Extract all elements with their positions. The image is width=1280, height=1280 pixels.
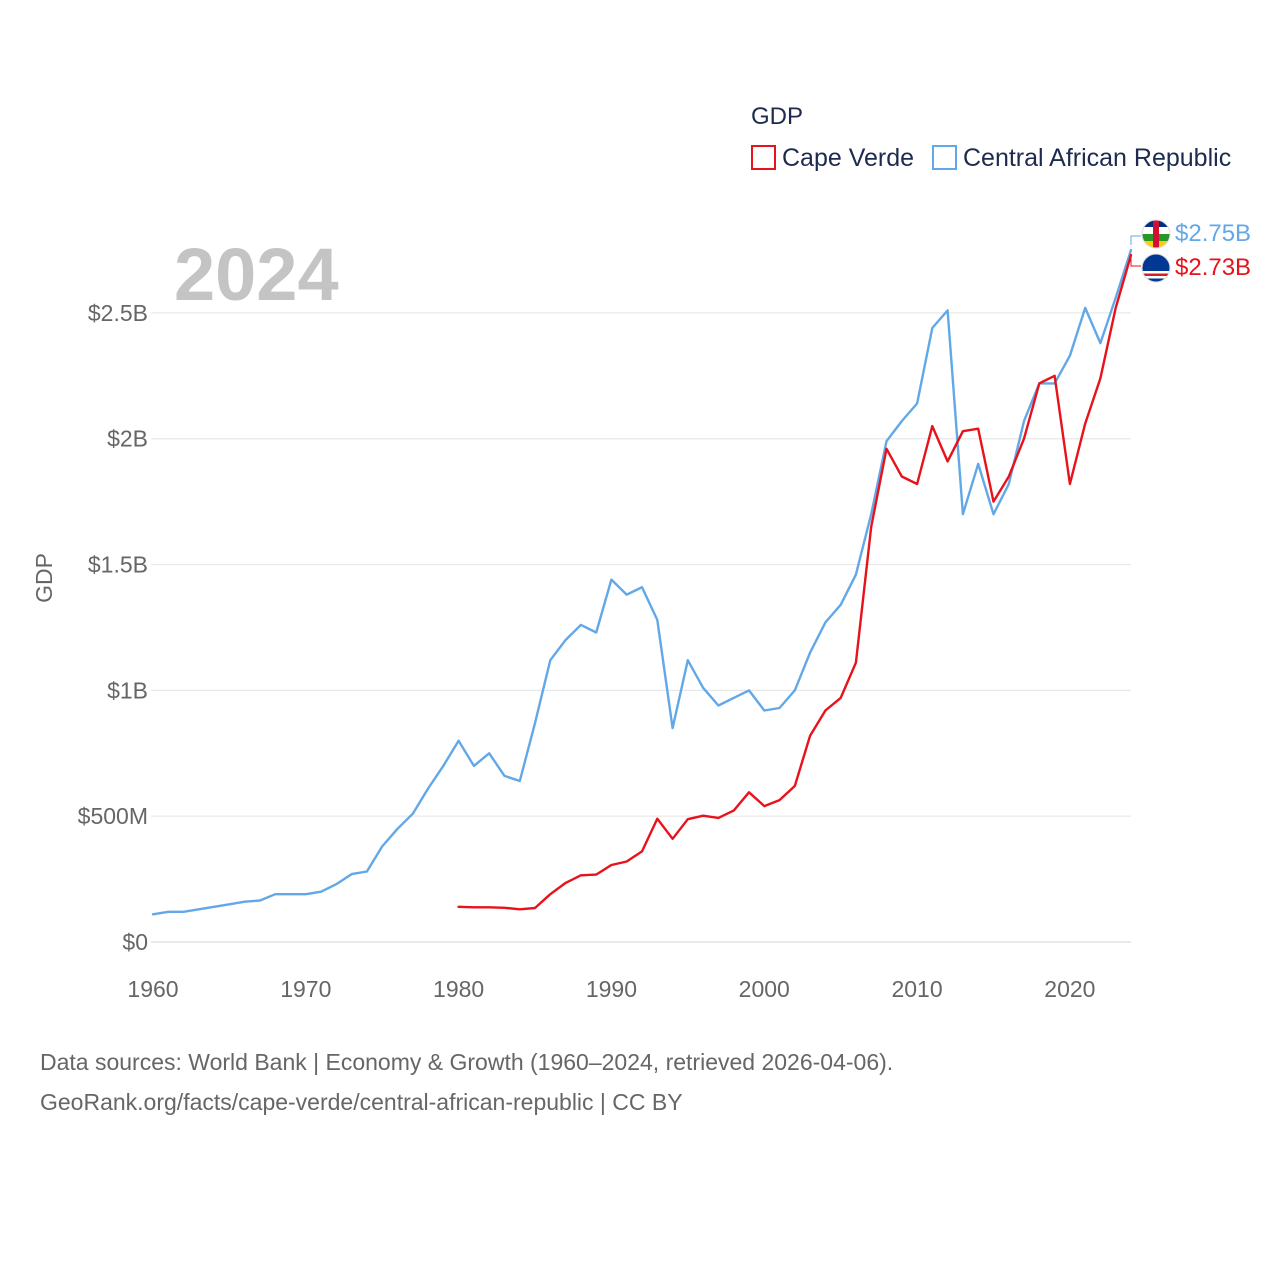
car-leader-line	[1130, 235, 1141, 245]
x-tick-label: 2000	[739, 976, 790, 1002]
legend-swatch-central-african-republic	[932, 145, 957, 170]
legend[interactable]: GDP Cape Verde Central African Republic	[751, 103, 1231, 172]
series-line-cape-verde[interactable]	[457, 253, 1133, 911]
legend-item-cape-verde[interactable]: Cape Verde	[751, 144, 914, 172]
legend-label-central-african-republic: Central African Republic	[963, 144, 1231, 172]
year-watermark: 2024	[174, 233, 339, 316]
x-tick-label: 2010	[891, 976, 942, 1002]
end-label-central-african-republic: $2.75B	[1175, 220, 1251, 247]
cv-leader-line	[1130, 258, 1141, 267]
x-tick-label: 1960	[127, 976, 178, 1002]
gridlines	[151, 312, 1131, 943]
data-source-note: Data sources: World Bank | Economy & Gro…	[40, 1042, 893, 1122]
end-markers: $2.75B $2.73B	[1130, 219, 1251, 283]
source-line-1: Data sources: World Bank | Economy & Gro…	[40, 1049, 894, 1075]
end-label-cape-verde: $2.73B	[1175, 254, 1251, 281]
y-tick-label: $1B	[107, 677, 148, 703]
legend-label-cape-verde: Cape Verde	[782, 144, 914, 172]
y-axis-label: GDP	[31, 553, 57, 603]
y-tick-label: $500M	[78, 803, 148, 829]
y-tick-label: $2B	[107, 426, 148, 452]
series-line-central-african-republic[interactable]	[151, 248, 1133, 916]
x-tick-label: 1970	[280, 976, 331, 1002]
central-african-republic-flag-icon	[1141, 219, 1171, 249]
x-tick-label: 1990	[586, 976, 637, 1002]
legend-item-central-african-republic[interactable]: Central African Republic	[932, 144, 1231, 172]
source-line-2[interactable]: GeoRank.org/facts/cape-verde/central-afr…	[40, 1089, 683, 1115]
y-tick-label: $0	[122, 929, 148, 955]
x-tick-label: 2020	[1044, 976, 1095, 1002]
series-layer	[151, 248, 1133, 916]
y-tick-label: $2.5B	[88, 300, 148, 326]
x-tick-label: 1980	[433, 976, 484, 1002]
legend-swatch-cape-verde	[751, 145, 776, 170]
cape-verde-flag-icon	[1141, 253, 1171, 283]
x-axis-ticks: 1960 1970 1980 1990 2000 2010 2020	[127, 976, 1095, 1002]
legend-title: GDP	[751, 103, 803, 130]
y-tick-label: $1.5B	[88, 552, 148, 578]
y-axis-ticks: $0 $500M $1B $1.5B $2B $2.5B	[78, 300, 148, 955]
